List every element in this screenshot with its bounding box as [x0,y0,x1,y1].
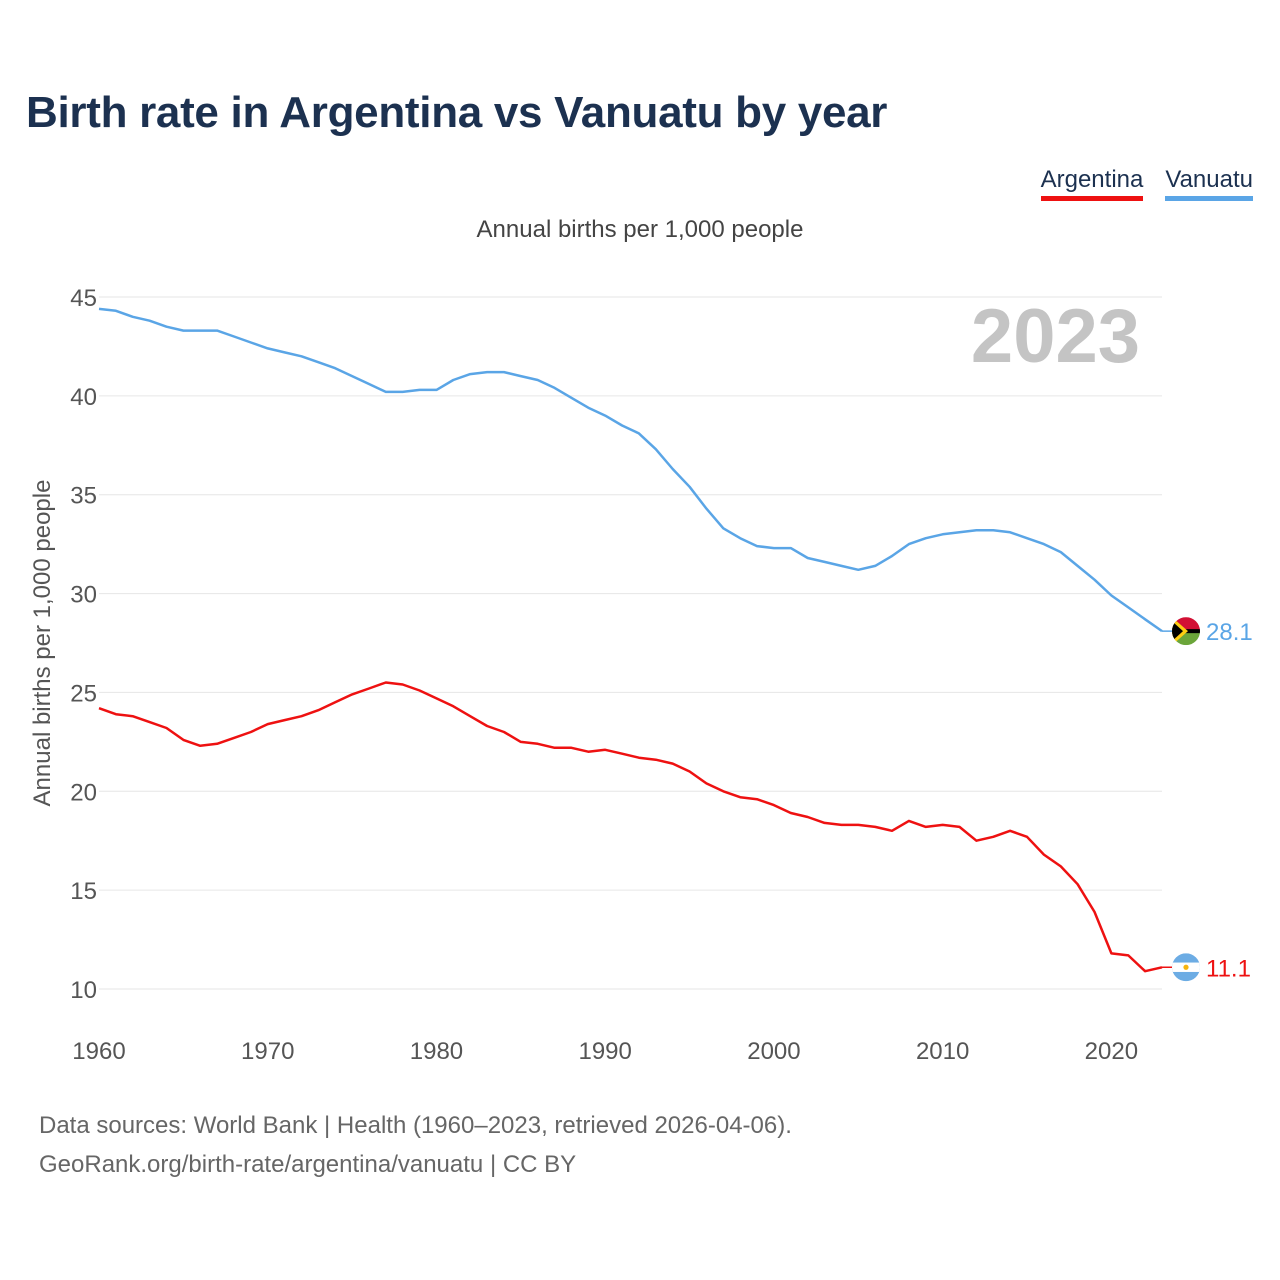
source-line-2[interactable]: GeoRank.org/birth-rate/argentina/vanuatu… [39,1151,577,1178]
y-tick-label: 10 [70,977,97,1004]
y-tick-label: 25 [70,680,97,707]
x-tick-label: 2010 [916,1038,969,1065]
y-axis-label: Annual births per 1,000 people [29,480,56,807]
chart-title: Birth rate in Argentina vs Vanuatu by ye… [26,88,888,137]
series-line-argentina [98,681,1163,973]
end-value-label-vanuatu: 28.1 [1206,619,1253,646]
y-tick-label: 40 [70,384,97,411]
legend-item-vanuatu[interactable]: Vanuatu [1165,166,1253,201]
y-tick-label: 35 [70,483,97,510]
x-tick-label: 2020 [1085,1038,1138,1065]
x-tick-label: 1990 [578,1038,631,1065]
year-watermark: 2023 [971,294,1140,379]
y-tick-label: 30 [70,582,97,609]
x-tick-label: 2000 [747,1038,800,1065]
y-tick-label: 15 [70,878,97,905]
end-value-label-argentina: 11.1 [1206,955,1251,982]
source-line-1: Data sources: World Bank | Health (1960–… [39,1112,792,1139]
x-tick-label: 1970 [241,1038,294,1065]
series-line-vanuatu [98,307,1163,633]
x-tick-label: 1980 [410,1038,463,1065]
legend: Argentina Vanuatu [1040,166,1253,201]
chart-subtitle: Annual births per 1,000 people [476,216,804,243]
x-tick-label: 1960 [72,1038,125,1065]
y-tick-label: 45 [70,285,97,312]
argentina-flag-icon [1172,953,1200,982]
vanuatu-flag-icon [1172,617,1200,646]
source-note: Data sources: World Bank | Health (1960–… [39,1106,792,1184]
y-tick-label: 20 [70,779,97,806]
legend-item-argentina[interactable]: Argentina [1040,166,1144,201]
